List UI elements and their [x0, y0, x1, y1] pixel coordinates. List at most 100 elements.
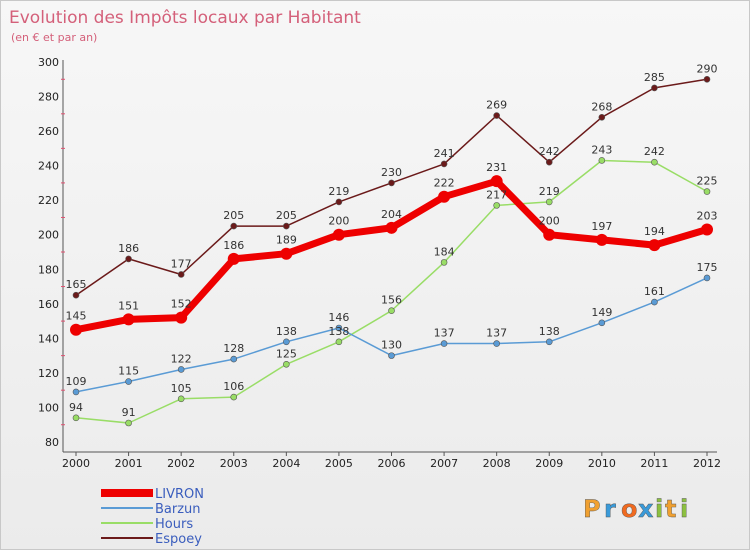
brand-letter: r	[604, 495, 616, 523]
data-label: 200	[328, 215, 349, 228]
x-tick-label: 2005	[325, 457, 353, 470]
data-label: 242	[644, 145, 665, 158]
data-point	[230, 222, 238, 230]
data-label: 290	[697, 62, 718, 75]
data-label: 175	[697, 261, 718, 274]
x-tick-label: 2002	[167, 457, 195, 470]
y-tick-label: 120	[38, 367, 59, 380]
y-tick-label: 180	[38, 263, 59, 276]
data-label: 197	[591, 220, 612, 233]
data-label: 91	[122, 406, 136, 419]
data-point	[283, 222, 290, 230]
data-point	[651, 84, 658, 92]
data-point	[545, 158, 553, 166]
data-point	[598, 319, 606, 327]
legend-label-hours: Hours	[155, 517, 193, 532]
data-label: 242	[539, 145, 560, 158]
data-label: 225	[697, 175, 718, 188]
data-point	[70, 323, 82, 336]
data-point	[598, 157, 606, 164]
data-label: 105	[171, 382, 192, 395]
data-point	[440, 340, 448, 347]
data-point	[177, 271, 185, 278]
y-tick-label: 160	[38, 298, 59, 311]
data-label: 128	[223, 342, 244, 355]
data-point	[388, 307, 395, 315]
data-point	[72, 291, 80, 299]
data-point	[703, 188, 711, 195]
legend-label-espoey: Espoey	[155, 532, 202, 547]
brand-letter: i	[680, 495, 688, 523]
data-point	[438, 190, 451, 203]
data-label: 186	[223, 239, 244, 252]
data-point	[283, 360, 290, 368]
brand-letter: x	[638, 495, 654, 523]
y-tick-label: 260	[38, 125, 59, 138]
data-label: 149	[591, 306, 612, 319]
data-label: 130	[381, 339, 402, 352]
data-label: 156	[381, 294, 402, 307]
series-livron	[70, 175, 713, 336]
data-point	[72, 414, 80, 422]
data-point	[651, 298, 658, 306]
data-label: 146	[328, 311, 349, 324]
y-tick-label: 300	[38, 56, 59, 69]
data-label: 161	[644, 285, 665, 298]
y-tick-label: 280	[38, 91, 59, 104]
y-tick-label: 240	[38, 160, 59, 173]
data-label: 94	[69, 401, 83, 414]
data-label: 137	[486, 327, 507, 340]
brand-letter: P	[583, 495, 601, 523]
data-point	[227, 252, 240, 265]
x-tick-label: 2010	[588, 457, 616, 470]
data-point	[125, 419, 132, 427]
y-tick-label: 220	[38, 194, 59, 207]
data-label: 268	[591, 100, 612, 113]
data-point	[230, 355, 238, 363]
data-point	[335, 324, 343, 332]
data-label: 219	[539, 185, 560, 198]
data-label: 194	[644, 225, 665, 238]
data-point	[440, 160, 448, 168]
data-point	[175, 311, 188, 324]
data-label: 241	[434, 147, 455, 160]
data-label: 203	[697, 210, 718, 223]
series-hours	[72, 157, 711, 427]
axes: 80 100 120 140 160 180 200 220 240 260 280 300 2000 2…	[38, 56, 721, 470]
brand-letter: i	[655, 495, 663, 523]
data-point	[545, 338, 553, 346]
brand-letter: t	[665, 495, 676, 523]
y-tick-label: 200	[38, 229, 59, 242]
data-label: 125	[276, 347, 297, 360]
data-label: 217	[486, 188, 507, 201]
x-tick-label: 2000	[62, 457, 90, 470]
data-point	[280, 247, 293, 260]
data-label: 145	[66, 310, 87, 323]
x-tick-label: 2008	[483, 457, 511, 470]
data-point	[651, 158, 658, 166]
data-point	[177, 366, 185, 373]
data-point	[388, 179, 395, 187]
data-label: 122	[171, 352, 192, 365]
data-label: 204	[381, 208, 402, 221]
data-point	[125, 255, 132, 263]
data-point	[648, 239, 661, 252]
data-label: 243	[591, 143, 612, 156]
data-label: 138	[539, 325, 560, 338]
x-tick-label: 2006	[378, 457, 406, 470]
data-point	[72, 388, 80, 396]
legend-label-barzun: Barzun	[155, 502, 201, 517]
data-point	[543, 228, 556, 241]
chart-subtitle: (en € et par an)	[11, 31, 97, 44]
data-point	[335, 338, 343, 346]
data-point	[385, 221, 398, 234]
data-point	[598, 113, 606, 121]
data-label: 152	[171, 298, 192, 311]
data-label: 138	[328, 325, 349, 338]
data-point	[177, 395, 185, 403]
data-label: 177	[171, 257, 192, 270]
x-tick-label: 2012	[693, 457, 721, 470]
data-label: 205	[276, 209, 297, 222]
legend-label-livron: LIVRON	[155, 487, 204, 502]
